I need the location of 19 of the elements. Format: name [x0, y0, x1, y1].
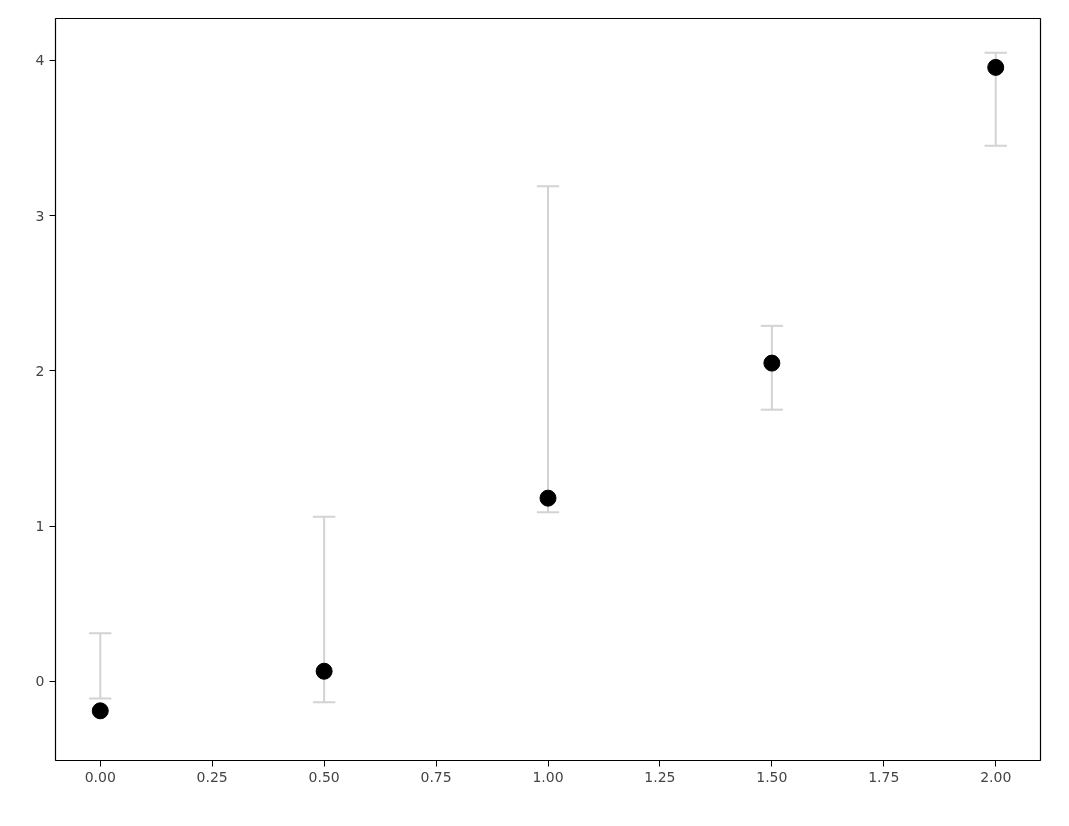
x-tick-label: 1.00 [532, 768, 564, 785]
y-tick-label: 2 [35, 362, 45, 379]
y-tick-label: 3 [35, 207, 45, 224]
y-tick-label: 0 [35, 673, 45, 690]
y-tick-label: 1 [35, 518, 45, 535]
point [539, 489, 557, 507]
x-tick-label: 0.75 [420, 768, 452, 785]
point [987, 58, 1005, 76]
y-tick-label: 4 [35, 52, 45, 69]
x-tick-label: 2.00 [980, 768, 1012, 785]
point [91, 702, 109, 720]
point [763, 354, 781, 372]
x-tick-label: 0.50 [308, 768, 340, 785]
x-tick-label: 1.75 [868, 768, 900, 785]
x-tick-label: 1.50 [756, 768, 788, 785]
x-tick-label: 0.25 [196, 768, 228, 785]
point [315, 662, 333, 680]
x-tick-label: 1.25 [644, 768, 676, 785]
x-tick-label: 0.00 [84, 768, 116, 785]
